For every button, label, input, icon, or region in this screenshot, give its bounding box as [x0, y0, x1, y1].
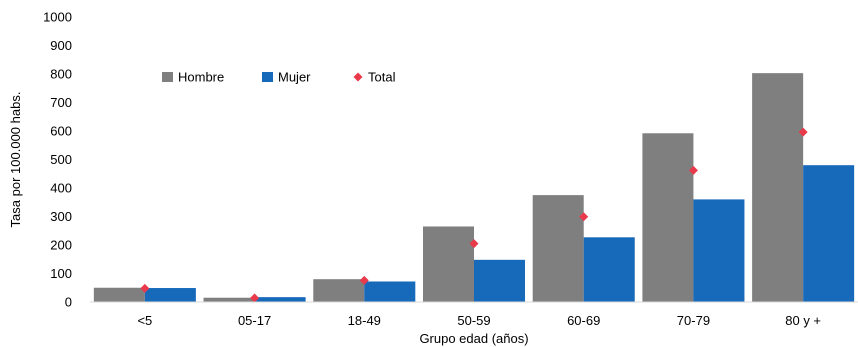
bar-mujer — [364, 281, 416, 302]
y-tick-label: 0 — [65, 295, 72, 310]
bar-mujer — [583, 237, 635, 302]
marker-total — [798, 127, 808, 137]
x-axis-ticks: <5 05-17 18-49 50-59 60-69 70-79 80 y + — [137, 313, 821, 328]
bar-mujer — [803, 165, 855, 302]
bar-hombre — [752, 73, 804, 303]
y-tick-label: 800 — [50, 67, 72, 82]
x-axis-title: Grupo edad (años) — [419, 331, 528, 346]
bar-hombre — [93, 287, 145, 302]
bar-hombre — [422, 226, 474, 302]
legend-label-total: Total — [368, 70, 396, 85]
total-markers — [140, 127, 808, 303]
marker-total — [579, 212, 589, 222]
bars — [93, 73, 855, 303]
y-tick-label: 100 — [50, 266, 72, 281]
y-tick-label: 900 — [50, 38, 72, 53]
y-tick-label: 700 — [50, 95, 72, 110]
x-tick-label: 70-79 — [677, 313, 710, 328]
legend-swatch-hombre — [162, 72, 173, 82]
y-axis-title: Tasa por 100.000 habs. — [8, 92, 23, 228]
bar-mujer — [144, 288, 196, 302]
marker-total — [140, 283, 150, 293]
bar-mujer — [693, 199, 745, 302]
bar-mujer — [474, 259, 526, 302]
y-tick-label: 1000 — [43, 10, 72, 25]
y-tick-label: 200 — [50, 238, 72, 253]
bar-mujer — [254, 297, 306, 302]
y-axis-ticks: 0 100 200 300 400 500 600 700 800 900 1000 — [43, 10, 72, 310]
bar-hombre — [313, 279, 365, 302]
legend-label-hombre: Hombre — [178, 70, 224, 85]
marker-total — [250, 293, 260, 303]
marker-total — [688, 165, 698, 175]
x-tick-label: 05-17 — [238, 313, 271, 328]
y-tick-label: 500 — [50, 152, 72, 167]
legend: Hombre Mujer Total — [162, 70, 396, 85]
marker-total — [359, 275, 369, 285]
bar-hombre — [203, 297, 255, 302]
x-tick-label: 50-59 — [457, 313, 490, 328]
bar-hombre — [642, 133, 694, 302]
x-tick-label: 80 y + — [785, 313, 821, 328]
legend-swatch-total — [353, 72, 363, 82]
y-tick-label: 300 — [50, 209, 72, 224]
bar-hombre — [532, 195, 584, 302]
x-tick-label: <5 — [137, 313, 152, 328]
legend-label-mujer: Mujer — [278, 70, 311, 85]
x-tick-label: 60-69 — [567, 313, 600, 328]
x-tick-label: 18-49 — [348, 313, 381, 328]
y-tick-label: 600 — [50, 124, 72, 139]
legend-swatch-mujer — [262, 72, 273, 82]
marker-total — [469, 239, 479, 249]
y-tick-label: 400 — [50, 181, 72, 196]
